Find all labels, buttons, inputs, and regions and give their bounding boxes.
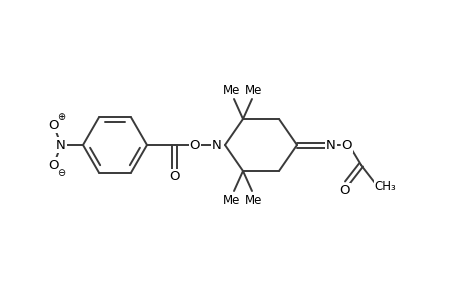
Text: ⊖: ⊖ bbox=[57, 168, 65, 178]
Text: O: O bbox=[49, 118, 59, 131]
Text: ⊕: ⊕ bbox=[57, 112, 65, 122]
Text: Me: Me bbox=[245, 83, 262, 97]
Text: N: N bbox=[325, 139, 335, 152]
Text: Me: Me bbox=[245, 194, 262, 206]
Text: O: O bbox=[190, 139, 200, 152]
Text: N: N bbox=[56, 139, 66, 152]
Text: Me: Me bbox=[223, 83, 240, 97]
Text: O: O bbox=[169, 170, 180, 184]
Text: CH₃: CH₃ bbox=[373, 181, 395, 194]
Text: N: N bbox=[212, 139, 221, 152]
Text: O: O bbox=[339, 184, 349, 197]
Text: Me: Me bbox=[223, 194, 240, 206]
Text: O: O bbox=[49, 158, 59, 172]
Text: O: O bbox=[341, 139, 352, 152]
